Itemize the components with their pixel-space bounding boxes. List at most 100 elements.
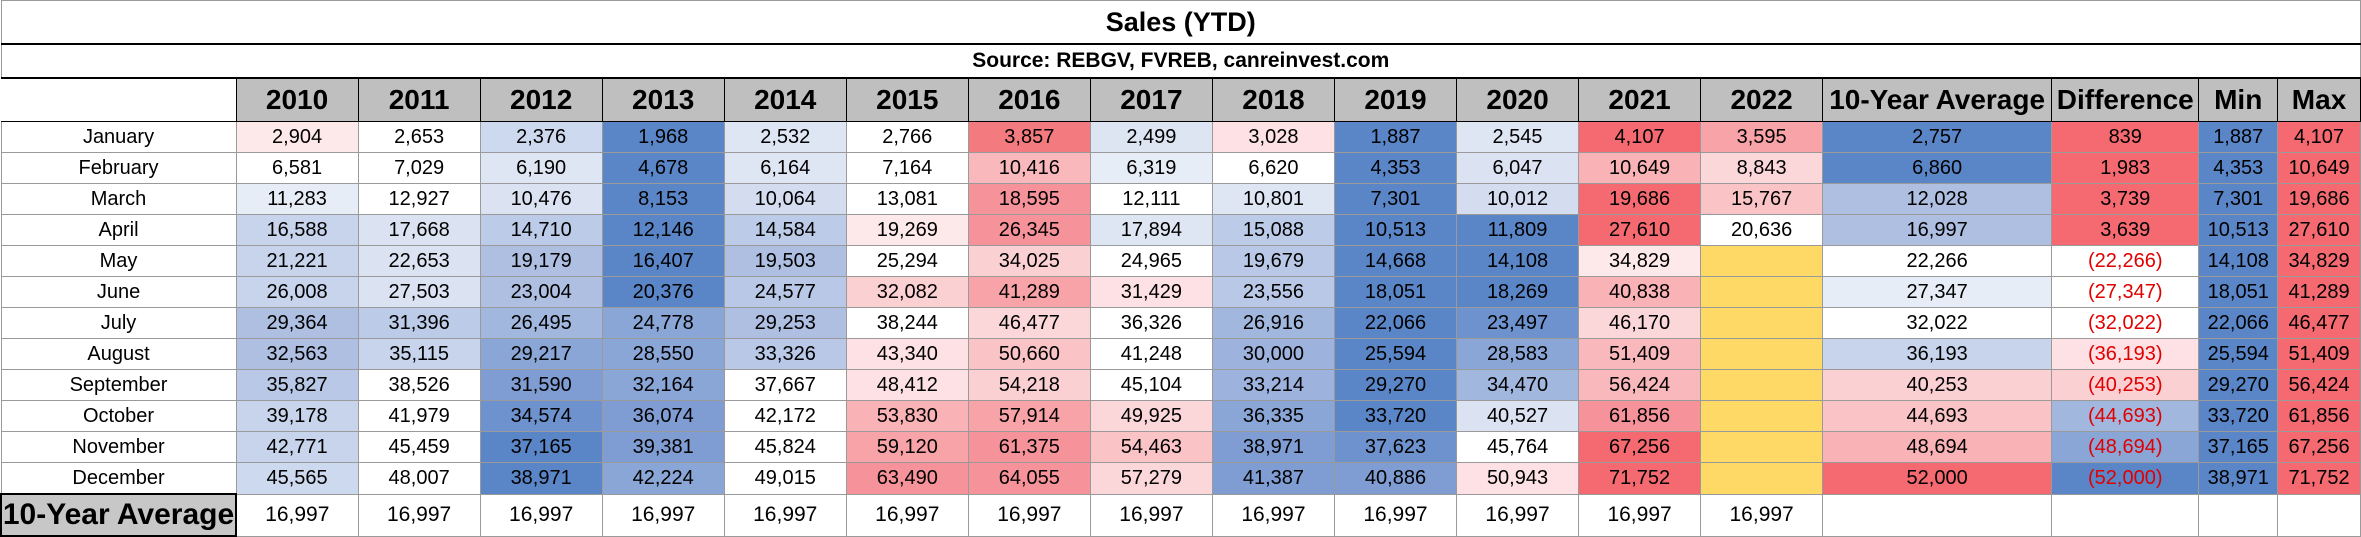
table-cell[interactable]: 18,269 [1455,276,1580,308]
table-cell[interactable]: (48,694) [2051,431,2200,463]
table-cell[interactable]: 51,409 [1578,338,1702,370]
table-cell[interactable]: 34,574 [479,400,603,432]
table-cell[interactable]: 52,000 [1822,462,2053,495]
table-cell[interactable]: 2,766 [845,121,969,153]
table-cell[interactable]: 2,376 [479,121,603,153]
table-cell[interactable]: 71,752 [2277,462,2361,495]
table-cell[interactable]: 39,381 [601,431,725,463]
table-cell[interactable]: 10,649 [1578,152,1702,184]
table-cell[interactable]: 10,012 [1455,183,1580,215]
table-cell[interactable]: 41,289 [2277,276,2361,308]
table-cell[interactable]: 26,345 [967,214,1091,246]
table-cell[interactable]: 14,668 [1333,245,1458,277]
table-cell[interactable]: 22,066 [2198,307,2279,339]
table-cell[interactable]: (52,000) [2051,462,2200,495]
table-cell[interactable]: 49,015 [723,462,847,495]
table-cell[interactable]: 2,499 [1089,121,1213,153]
average-cell[interactable]: 16,997 [601,493,725,537]
table-cell[interactable] [1700,369,1824,401]
average-cell[interactable]: 16,997 [1089,493,1213,537]
column-header[interactable]: 2010 [235,77,359,122]
table-cell[interactable]: 25,294 [845,245,969,277]
table-cell[interactable]: 4,107 [2277,121,2361,153]
table-cell[interactable]: 16,588 [235,214,359,246]
table-cell[interactable]: (44,693) [2051,400,2200,432]
table-cell[interactable]: 22,066 [1333,307,1458,339]
table-cell[interactable]: 24,577 [723,276,847,308]
table-cell[interactable]: 38,971 [479,462,603,495]
table-cell[interactable]: 27,610 [2277,214,2361,246]
table-cell[interactable]: 63,490 [845,462,969,495]
average-cell[interactable] [2198,493,2279,537]
table-cell[interactable]: 71,752 [1578,462,1702,495]
table-cell[interactable]: (32,022) [2051,307,2200,339]
table-cell[interactable]: 36,335 [1211,400,1335,432]
table-cell[interactable]: 61,856 [2277,400,2361,432]
table-cell[interactable]: 19,269 [845,214,969,246]
table-cell[interactable]: 35,827 [235,369,359,401]
table-cell[interactable]: 19,503 [723,245,847,277]
table-cell[interactable]: 1,983 [2051,152,2200,184]
table-cell[interactable]: 64,055 [967,462,1091,495]
table-cell[interactable]: 11,809 [1455,214,1580,246]
table-cell[interactable]: 53,830 [845,400,969,432]
table-cell[interactable]: 23,497 [1455,307,1580,339]
column-header[interactable]: 2022 [1700,77,1824,122]
table-cell[interactable]: 37,165 [479,431,603,463]
table-cell[interactable]: 10,801 [1211,183,1335,215]
table-cell[interactable]: 1,968 [601,121,725,153]
column-header[interactable]: 2019 [1333,77,1458,122]
table-cell[interactable]: 32,164 [601,369,725,401]
table-cell[interactable]: 57,279 [1089,462,1213,495]
table-cell[interactable]: 38,526 [357,369,481,401]
table-cell[interactable]: 19,679 [1211,245,1335,277]
table-cell[interactable]: 12,927 [357,183,481,215]
column-header[interactable]: 2016 [967,77,1091,122]
table-cell[interactable]: 27,503 [357,276,481,308]
table-cell[interactable]: 67,256 [2277,431,2361,463]
column-header[interactable]: Min [2198,77,2279,122]
table-cell[interactable]: 61,375 [967,431,1091,463]
table-cell[interactable]: 3,028 [1211,121,1335,153]
table-cell[interactable]: 29,217 [479,338,603,370]
table-cell[interactable]: 15,767 [1700,183,1824,215]
table-cell[interactable]: 33,326 [723,338,847,370]
column-header[interactable]: 2021 [1578,77,1702,122]
table-cell[interactable]: 839 [2051,121,2200,153]
table-cell[interactable]: 6,860 [1822,152,2053,184]
table-cell[interactable]: 61,856 [1578,400,1702,432]
table-cell[interactable]: (27,347) [2051,276,2200,308]
table-cell[interactable]: 56,424 [2277,369,2361,401]
table-cell[interactable]: 22,266 [1822,245,2053,277]
table-cell[interactable]: 2,653 [357,121,481,153]
table-cell[interactable] [1700,431,1824,463]
table-cell[interactable]: 18,051 [1333,276,1458,308]
table-cell[interactable]: 16,997 [1822,214,2053,246]
table-cell[interactable]: 42,224 [601,462,725,495]
table-cell[interactable]: 20,376 [601,276,725,308]
table-cell[interactable]: 36,193 [1822,338,2053,370]
table-cell[interactable]: 3,739 [2051,183,2200,215]
table-cell[interactable]: 31,429 [1089,276,1213,308]
table-cell[interactable]: 25,594 [2198,338,2279,370]
table-cell[interactable]: 36,326 [1089,307,1213,339]
table-cell[interactable]: 54,218 [967,369,1091,401]
table-cell[interactable]: 35,115 [357,338,481,370]
table-cell[interactable]: 27,347 [1822,276,2053,308]
table-cell[interactable]: 12,111 [1089,183,1213,215]
table-cell[interactable]: 46,477 [967,307,1091,339]
table-cell[interactable]: 37,667 [723,369,847,401]
table-cell[interactable]: 15,088 [1211,214,1335,246]
table-cell[interactable]: 29,270 [2198,369,2279,401]
table-cell[interactable] [1700,462,1824,495]
table-cell[interactable]: 22,653 [357,245,481,277]
table-cell[interactable]: 6,620 [1211,152,1335,184]
table-cell[interactable]: 21,221 [235,245,359,277]
table-cell[interactable]: 2,532 [723,121,847,153]
table-cell[interactable]: 43,340 [845,338,969,370]
table-cell[interactable]: 54,463 [1089,431,1213,463]
table-cell[interactable]: 41,289 [967,276,1091,308]
table-cell[interactable] [1700,338,1824,370]
table-cell[interactable]: 10,416 [967,152,1091,184]
table-cell[interactable]: 17,894 [1089,214,1213,246]
